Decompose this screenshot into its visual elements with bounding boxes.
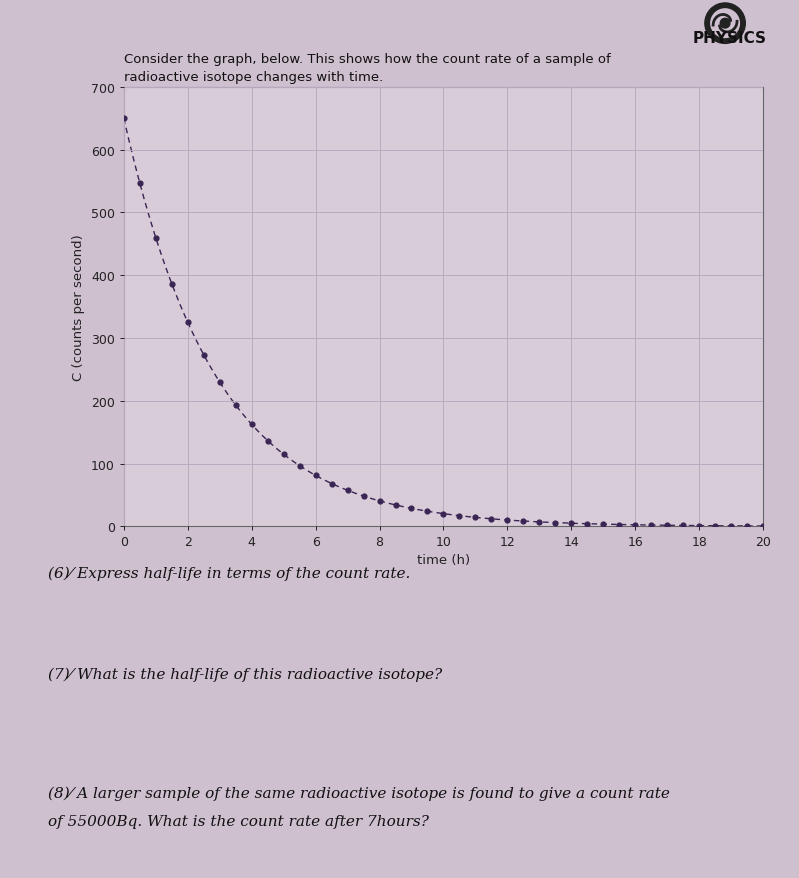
- Point: [661, 519, 674, 533]
- Point: [341, 484, 354, 498]
- Point: [357, 489, 370, 503]
- Point: [453, 509, 466, 523]
- Point: [741, 519, 753, 533]
- Point: [485, 512, 498, 526]
- Circle shape: [705, 4, 745, 44]
- Point: [421, 505, 434, 519]
- Point: [165, 277, 178, 291]
- Point: [629, 518, 642, 532]
- Point: [325, 477, 338, 491]
- Point: [709, 519, 721, 533]
- Circle shape: [711, 10, 739, 39]
- Text: (6)⁄ Express half-life in terms of the count rate.: (6)⁄ Express half-life in terms of the c…: [48, 566, 411, 580]
- Point: [501, 514, 514, 528]
- X-axis label: time (h): time (h): [417, 553, 470, 566]
- Text: (8)⁄ A larger sample of the same radioactive isotope is found to give a count ra: (8)⁄ A larger sample of the same radioac…: [48, 786, 670, 800]
- Point: [277, 448, 290, 462]
- Point: [197, 349, 210, 363]
- Y-axis label: C (counts per second): C (counts per second): [72, 234, 85, 380]
- Point: [373, 494, 386, 508]
- Point: [309, 469, 322, 483]
- Point: [757, 520, 769, 534]
- Point: [261, 434, 274, 448]
- Point: [597, 517, 610, 531]
- Text: Consider the graph, below. This shows how the count rate of a sample of: Consider the graph, below. This shows ho…: [124, 53, 610, 66]
- Point: [437, 507, 450, 521]
- Point: [293, 459, 306, 473]
- Point: [149, 232, 162, 246]
- Point: [565, 516, 578, 530]
- Point: [581, 517, 594, 531]
- Point: [693, 519, 706, 533]
- Point: [533, 515, 546, 529]
- Text: PHYSICS: PHYSICS: [693, 31, 767, 46]
- Point: [677, 519, 690, 533]
- Point: [549, 516, 562, 530]
- Point: [181, 316, 194, 330]
- Point: [405, 501, 418, 515]
- Point: [613, 518, 626, 532]
- Point: [245, 418, 258, 432]
- Point: [725, 519, 737, 533]
- Text: radioactive isotope changes with time.: radioactive isotope changes with time.: [124, 70, 383, 83]
- Circle shape: [720, 19, 730, 29]
- Point: [469, 511, 482, 525]
- Point: [517, 515, 530, 529]
- Text: (7)⁄ What is the half-life of this radioactive isotope?: (7)⁄ What is the half-life of this radio…: [48, 667, 442, 681]
- Text: of 55000Bq. What is the count rate after 7hours?: of 55000Bq. What is the count rate after…: [48, 814, 429, 828]
- Point: [133, 177, 146, 191]
- Point: [645, 518, 658, 532]
- Point: [213, 376, 226, 390]
- Point: [389, 499, 402, 513]
- Point: [117, 112, 130, 126]
- Point: [229, 399, 242, 413]
